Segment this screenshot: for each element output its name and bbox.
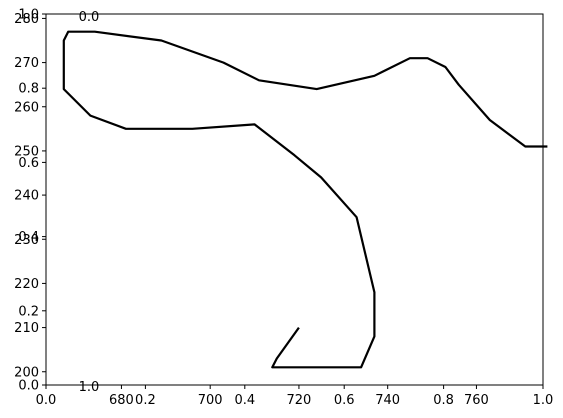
overlay-y-tick-label: 0.8 (18, 82, 39, 97)
y-tick-label: 270 (14, 56, 39, 71)
overlay-x-tick-label: 0.0 (36, 393, 57, 408)
overlay-bottom-extra-label: 1.0 (79, 380, 100, 395)
overlay-y-tick-label: 0.0 (18, 379, 39, 394)
y-tick-label: 210 (14, 321, 39, 336)
y-tick-label: 240 (14, 189, 39, 204)
x-tick-label: 700 (198, 393, 223, 408)
y-tick-label: 230 (14, 233, 39, 248)
x-tick-label: 720 (287, 393, 312, 408)
y-tick-label: 280 (14, 12, 39, 27)
overlay-x-tick-label: 0.4 (234, 393, 255, 408)
overlay-top-label: 0.0 (79, 10, 100, 25)
overlay-x-tick-label: 1.0 (533, 393, 554, 408)
y-tick-label: 220 (14, 277, 39, 292)
x-tick-label: 760 (464, 393, 489, 408)
overlay-x-tick-label: 0.8 (433, 393, 454, 408)
plot-area (46, 14, 543, 385)
y-tick-label: 250 (14, 144, 39, 159)
overlay-x-tick-label: 0.2 (135, 393, 156, 408)
x-tick-label: 680 (109, 393, 134, 408)
y-tick-label: 260 (14, 100, 39, 115)
overlay-y-tick-label: 0.2 (18, 304, 39, 319)
overlay-x-tick-label: 0.6 (334, 393, 355, 408)
x-tick-label: 740 (375, 393, 400, 408)
y-tick-label: 200 (14, 365, 39, 380)
